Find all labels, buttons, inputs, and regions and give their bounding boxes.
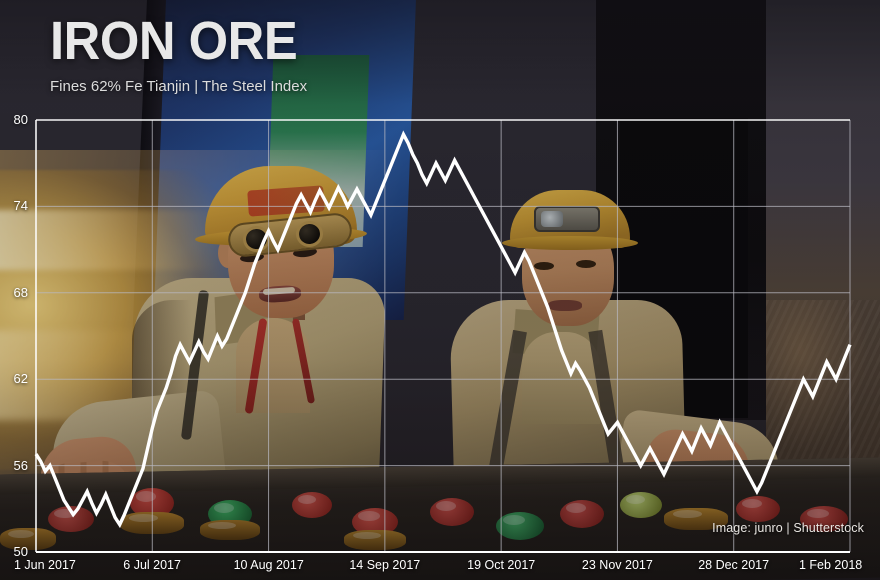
x-axis-tick-label: 14 Sep 2017 — [349, 558, 421, 572]
page-subtitle: Fines 62% Fe Tianjin | The Steel Index — [50, 78, 308, 95]
y-axis-tick-label: 80 — [13, 112, 28, 127]
price-line — [34, 130, 852, 529]
x-axis-tick-label: 19 Oct 2017 — [467, 558, 536, 572]
x-axis-tick-label: 1 Feb 2018 — [799, 558, 863, 572]
chart-axes — [35, 119, 850, 553]
x-axis-tick-label: 23 Nov 2017 — [581, 558, 653, 572]
y-axis-tick-label: 68 — [13, 284, 28, 300]
x-axis-tick-label: 10 Aug 2017 — [233, 558, 304, 572]
y-axis-tick-label: 74 — [13, 198, 28, 214]
x-axis-tick-label: 28 Dec 2017 — [698, 558, 770, 572]
y-axis-tick-label: 56 — [13, 457, 28, 473]
y-axis-tick-label: 50 — [13, 544, 28, 559]
image-credit: Image: junro | Shutterstock — [712, 521, 864, 535]
header: IRON ORE Fines 62% Fe Tianjin | The Stee… — [0, 0, 880, 120]
x-axis-tick-label: 1 Jun 2017 — [14, 558, 76, 572]
y-axis-tick-label: 62 — [13, 371, 28, 387]
chart-series-group — [34, 130, 852, 529]
page-title: IRON ORE — [50, 11, 298, 71]
chart-gridlines — [36, 120, 851, 552]
x-axis-tick-label: 6 Jul 2017 — [123, 558, 181, 572]
